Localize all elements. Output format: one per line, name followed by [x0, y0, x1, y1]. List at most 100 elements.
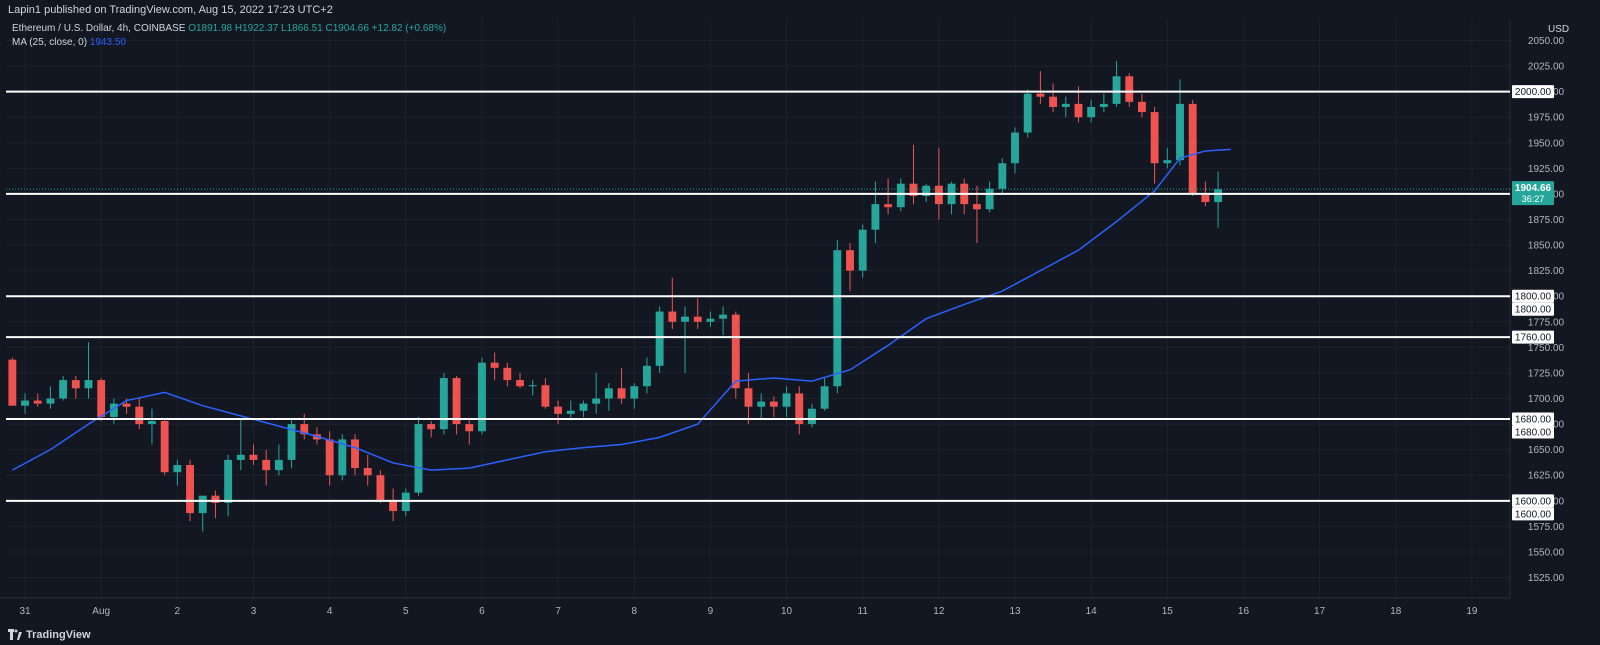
price-chart[interactable]: 1525.00 1550.00 1575.00 1600.00 1625.00 1650.…	[0, 20, 1600, 625]
level-label: 2000.00	[1515, 87, 1552, 98]
candle-body	[478, 362, 486, 432]
candle-body	[833, 250, 842, 387]
candle-body	[896, 183, 905, 208]
level-label-extra: 1600.00	[1515, 509, 1552, 520]
candle-body	[46, 398, 55, 404]
x-tick-label: Aug	[92, 606, 110, 617]
ohlc-values: O1891.98 H1922.37 L1866.51 C1904.66 +12.…	[188, 23, 447, 34]
x-tick-label: 2	[175, 606, 181, 617]
x-tick-label: 5	[403, 606, 409, 617]
candle-body	[59, 380, 68, 399]
candle-body	[998, 163, 1007, 189]
x-tick-label: 7	[555, 606, 561, 617]
level-label: 1800.00	[1515, 292, 1552, 303]
candle-body	[186, 465, 194, 514]
countdown-label: 36:27	[1522, 194, 1545, 204]
y-tick-label: 1775.00	[1528, 317, 1565, 328]
candle-body	[376, 475, 385, 501]
x-tick-label: 17	[1314, 606, 1326, 617]
candle-body	[858, 229, 867, 271]
candle-body	[871, 204, 880, 230]
candle-body	[33, 400, 42, 404]
candle-body	[224, 459, 233, 503]
y-tick-label: 1650.00	[1528, 445, 1565, 456]
candle-body	[820, 386, 829, 409]
x-tick-label: 4	[327, 606, 333, 617]
candle-body	[122, 403, 131, 407]
candle-body	[706, 318, 715, 322]
candle-body	[287, 424, 296, 460]
level-label-extra: 1680.00	[1515, 427, 1552, 438]
candle-body	[236, 454, 245, 460]
candle-body	[148, 421, 156, 425]
candle-body	[566, 410, 575, 414]
candle-body	[249, 454, 258, 460]
candle-body	[274, 459, 283, 471]
candle-body	[731, 314, 740, 389]
candle-body	[452, 378, 461, 425]
chart-legend: Ethereum / U.S. Dollar, 4h, COINBASE O18…	[12, 22, 446, 50]
candle-body	[782, 393, 791, 407]
level-label-extra: 1800.00	[1515, 305, 1552, 316]
candle-body	[173, 465, 182, 473]
publisher-text: Lapin1 published on TradingView.com, Aug…	[8, 4, 333, 16]
candle-body	[744, 388, 753, 407]
candle-body	[1188, 103, 1197, 194]
y-tick-label: 1550.00	[1528, 547, 1565, 558]
y-tick-label: 1750.00	[1528, 343, 1565, 354]
candle-body	[681, 316, 689, 322]
candle-body	[846, 250, 854, 271]
x-tick-label: 8	[631, 606, 637, 617]
x-tick-label: 12	[933, 606, 945, 617]
publisher-bar: Lapin1 published on TradingView.com, Aug…	[0, 0, 1600, 20]
ma-value: 1943.50	[89, 37, 126, 48]
candle-body	[160, 421, 169, 473]
level-label-box	[1512, 412, 1554, 426]
y-tick-label: 1975.00	[1528, 113, 1565, 124]
footer-bar: TradingView	[0, 625, 1600, 645]
legend-ma-row: MA (25, close, 0) 1943.50	[12, 36, 446, 50]
candle-body	[84, 380, 93, 389]
candle-body	[541, 385, 550, 407]
candle-body	[71, 380, 80, 389]
level-label-box	[1512, 289, 1554, 303]
candle-body	[769, 401, 778, 407]
candle-body	[439, 378, 448, 430]
x-tick-label: 16	[1238, 606, 1250, 617]
symbol-name: Ethereum / U.S. Dollar, 4h, COINBASE	[12, 23, 186, 34]
candle-body	[592, 398, 601, 404]
x-tick-label: 3	[251, 606, 257, 617]
level-label-box	[1512, 494, 1554, 508]
candle-body	[1061, 103, 1070, 107]
last-price-label: 1904.66	[1515, 183, 1552, 194]
candle-body	[795, 393, 804, 425]
candle-body	[604, 388, 613, 399]
candle-body	[465, 424, 474, 432]
candle-body	[389, 500, 398, 512]
candle-body	[554, 406, 563, 414]
candle-body	[503, 367, 512, 381]
candle-body	[1214, 189, 1223, 203]
candle-body	[719, 314, 728, 319]
candle-body	[1176, 103, 1184, 161]
last-price-badge	[1512, 181, 1554, 206]
chart-pane[interactable]: 1525.00 1550.00 1575.00 1600.00 1625.00 1650.…	[0, 20, 1600, 625]
y-tick-label: 1825.00	[1528, 266, 1565, 277]
candle-body	[1125, 76, 1134, 102]
candle-body	[338, 439, 347, 476]
candle-body	[97, 380, 106, 417]
x-tick-label: 19	[1466, 606, 1478, 617]
currency-label: USD	[1548, 24, 1570, 35]
level-label-box	[1512, 302, 1554, 316]
tradingview-logo-icon	[8, 629, 22, 640]
candle-body	[922, 185, 931, 196]
x-tick-label: 15	[1162, 606, 1174, 617]
candle-body	[1011, 132, 1019, 164]
y-tick-label: 1625.00	[1528, 471, 1565, 482]
footer-brand[interactable]: TradingView	[26, 629, 91, 641]
candle-body	[630, 386, 639, 399]
candle-body	[1023, 93, 1032, 133]
candle-body	[528, 385, 537, 387]
candle-body	[300, 424, 309, 435]
candle-body	[934, 185, 943, 205]
